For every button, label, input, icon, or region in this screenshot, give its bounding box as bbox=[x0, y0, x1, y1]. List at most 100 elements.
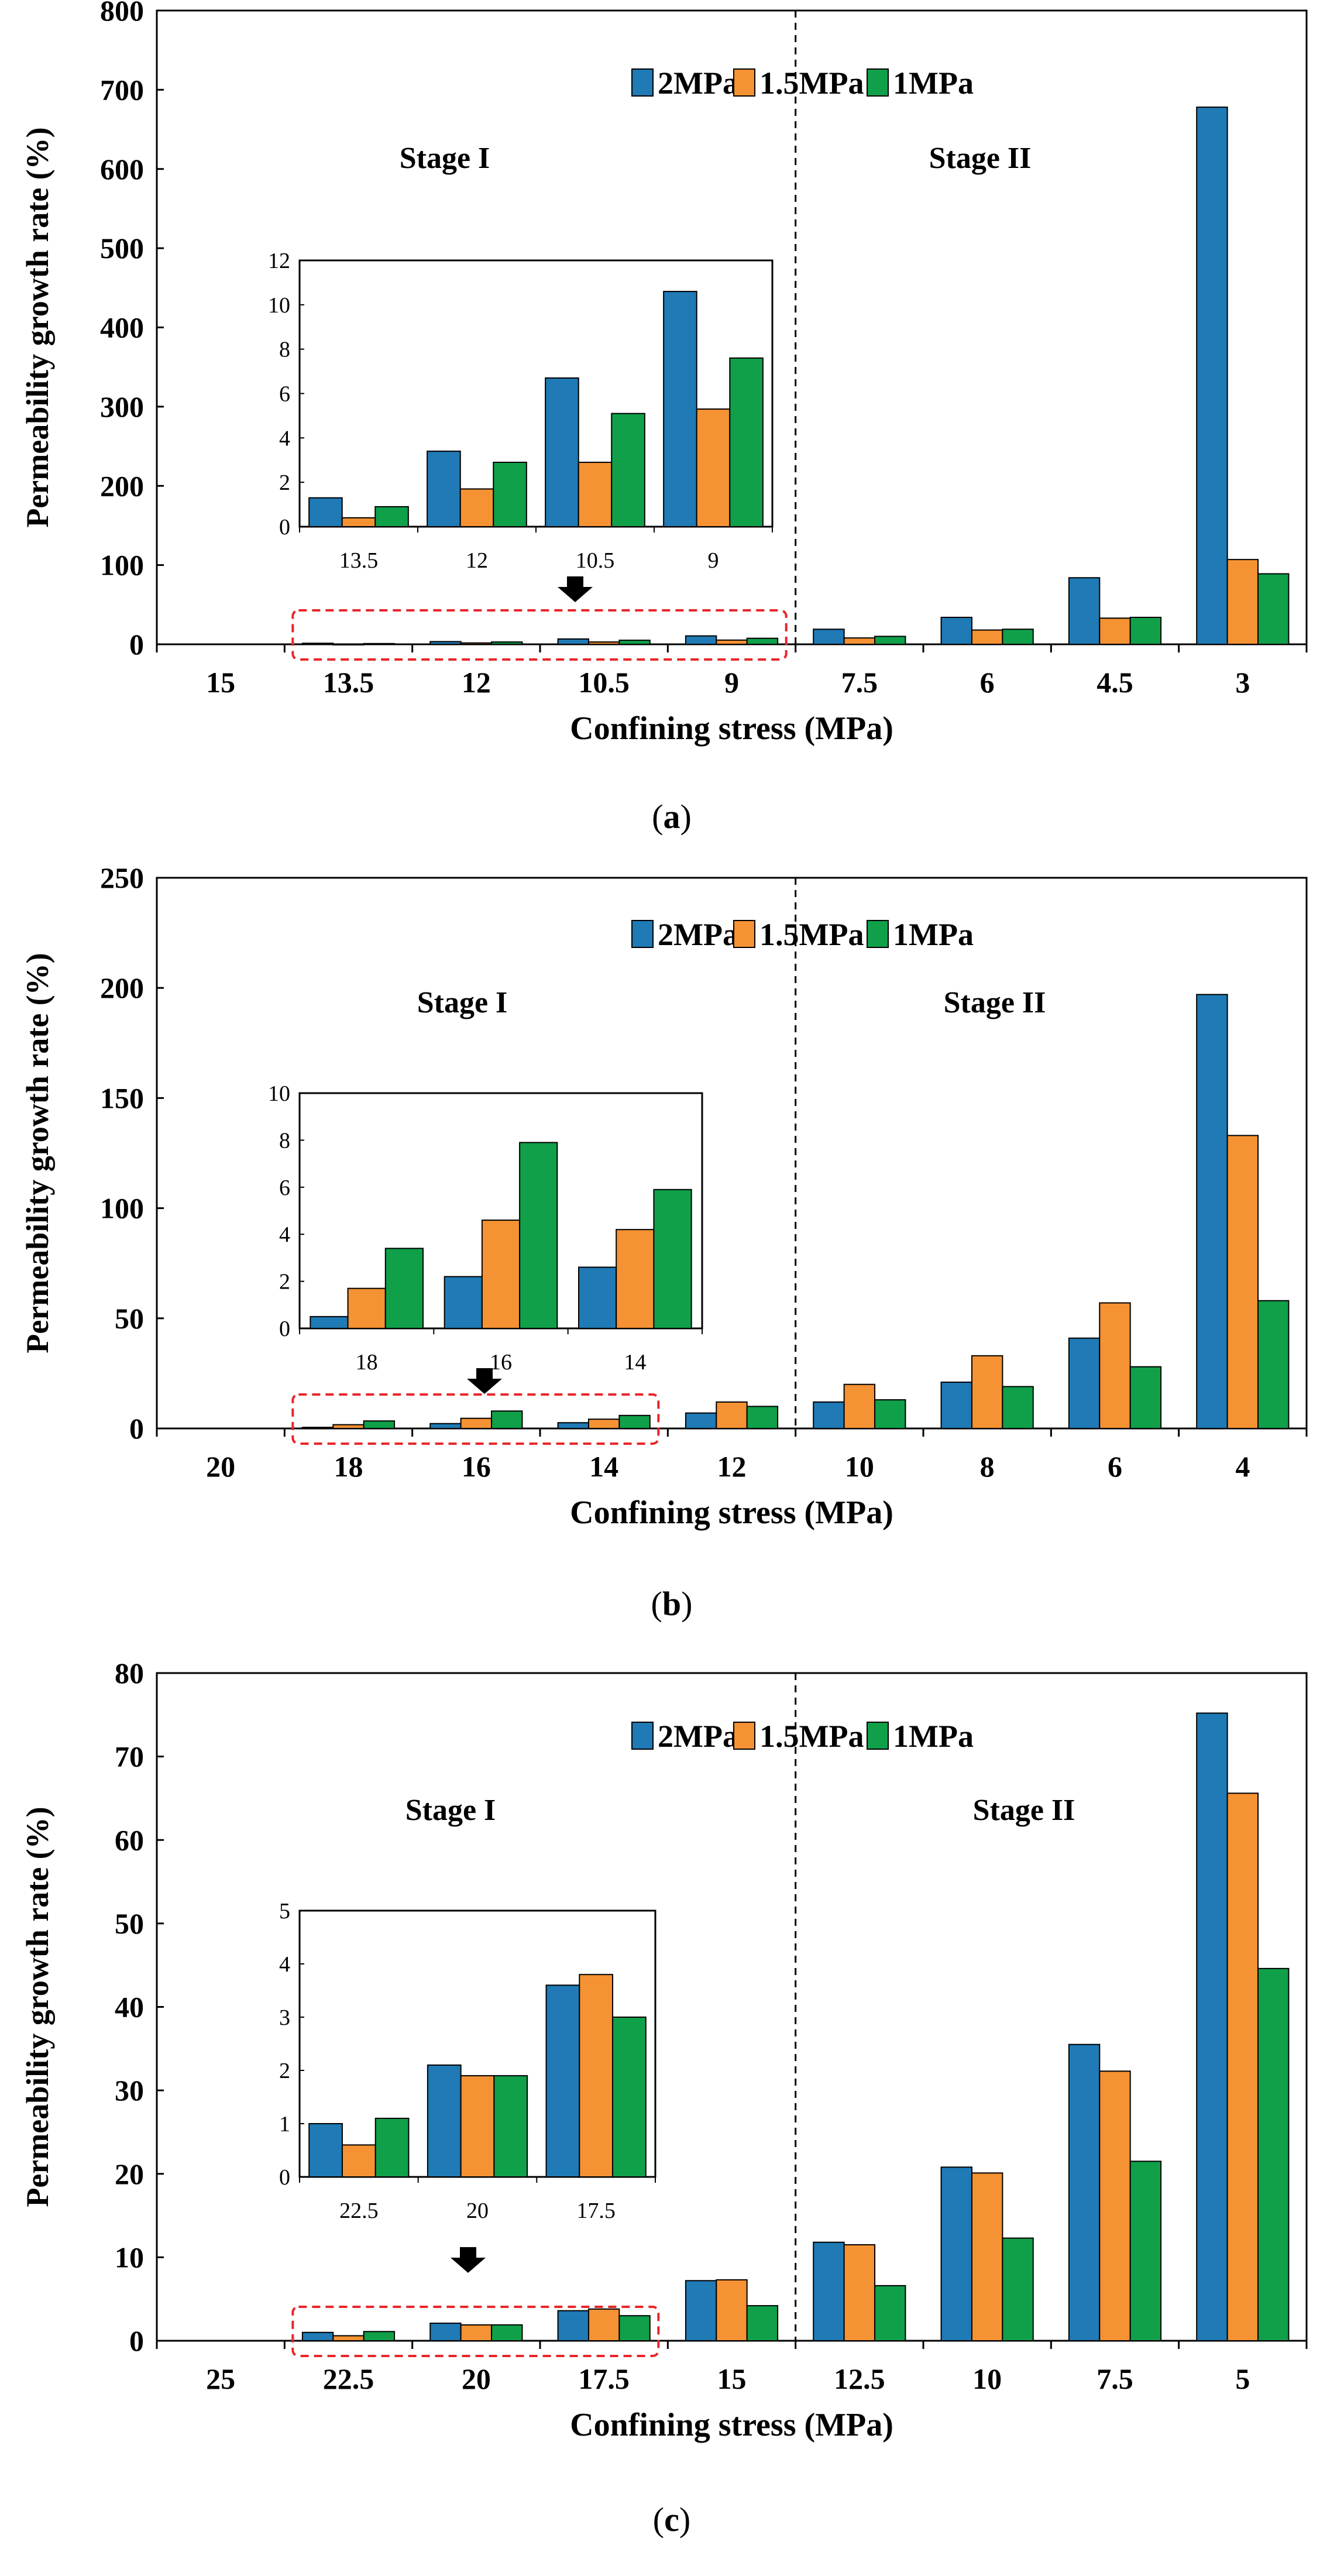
x-tick-label: 15 bbox=[717, 2362, 747, 2395]
x-tick-label: 17.5 bbox=[578, 2362, 630, 2395]
y-tick-label: 0 bbox=[129, 1412, 144, 1445]
legend-swatch bbox=[867, 920, 889, 948]
legend-swatch bbox=[631, 1722, 654, 1750]
bar bbox=[1002, 1386, 1034, 1429]
x-tick-label: 12 bbox=[462, 666, 491, 699]
inset-bar bbox=[612, 2017, 647, 2177]
stage-label: Stage II bbox=[929, 142, 1032, 175]
y-tick-label: 700 bbox=[100, 73, 144, 106]
inset-bar bbox=[579, 1974, 614, 2177]
inset-y-tick-label: 3 bbox=[279, 2005, 290, 2030]
y-tick-label: 0 bbox=[129, 628, 144, 661]
x-tick-label: 10 bbox=[972, 2362, 1002, 2395]
highlight-box bbox=[291, 2306, 660, 2357]
inset-bar bbox=[384, 1248, 424, 1330]
y-axis-title: Permeability growth rate (%) bbox=[20, 1806, 55, 2207]
y-tick-label: 500 bbox=[100, 232, 144, 265]
legend-label: 1MPa bbox=[893, 1719, 974, 1754]
bar bbox=[940, 616, 972, 645]
inset-chart: 0 2 4 6 8 10 18 16 14 bbox=[268, 1081, 703, 1375]
inset-bar bbox=[459, 488, 494, 528]
inset-y-tick-label: 2 bbox=[279, 1270, 290, 1294]
inset-x-tick-label: 20 bbox=[466, 2199, 489, 2223]
bar bbox=[874, 2285, 906, 2341]
y-tick-label: 40 bbox=[115, 1991, 144, 2024]
inset-chart: 0 1 2 3 4 5 22.5 20 17.5 bbox=[279, 1899, 656, 2223]
stage-label: Stage II bbox=[944, 986, 1046, 1019]
bar bbox=[1068, 1337, 1101, 1430]
stage-label: Stage I bbox=[400, 142, 490, 175]
bar bbox=[685, 2280, 717, 2342]
inset-bar bbox=[347, 1287, 386, 1329]
bar bbox=[332, 643, 365, 645]
inset-x-tick-label: 14 bbox=[624, 1350, 646, 1375]
bar bbox=[1226, 559, 1259, 645]
legend-swatch bbox=[631, 68, 654, 97]
bar bbox=[557, 638, 589, 645]
x-tick-label: 13.5 bbox=[323, 666, 374, 699]
bar bbox=[716, 1401, 748, 1430]
inset-bar bbox=[310, 1316, 349, 1329]
bar bbox=[1099, 1302, 1131, 1429]
stage-label: Stage I bbox=[405, 1794, 496, 1827]
bar bbox=[1196, 1712, 1228, 2341]
bar bbox=[971, 1355, 1003, 1430]
inset-x-tick-label: 17.5 bbox=[576, 2199, 616, 2223]
caption-paren: ) bbox=[680, 798, 692, 836]
inset-bar bbox=[578, 1266, 617, 1329]
bar bbox=[1099, 2070, 1131, 2342]
inset-bar bbox=[308, 497, 343, 527]
x-tick-label: 22.5 bbox=[323, 2362, 374, 2395]
inset-bar bbox=[611, 413, 645, 527]
y-axis-title: Permeability growth rate (%) bbox=[20, 127, 55, 527]
legend-swatch bbox=[867, 1722, 889, 1750]
bar bbox=[460, 642, 493, 645]
bar bbox=[813, 2241, 845, 2341]
inset-y-tick-label: 12 bbox=[268, 249, 290, 273]
y-tick-label: 150 bbox=[100, 1081, 144, 1114]
bar bbox=[813, 1401, 845, 1430]
inset-bar bbox=[616, 1229, 655, 1329]
x-tick-label: 25 bbox=[206, 2362, 235, 2395]
caption-letter: a bbox=[664, 798, 680, 836]
inset-y-tick-label: 10 bbox=[268, 293, 290, 318]
inset-x-tick-label: 22.5 bbox=[339, 2199, 379, 2223]
legend-label: 1.5MPa bbox=[759, 66, 864, 101]
x-tick-label: 9 bbox=[724, 666, 739, 699]
inset-bar bbox=[341, 517, 376, 527]
y-tick-label: 400 bbox=[100, 311, 144, 344]
y-tick-label: 70 bbox=[115, 1740, 144, 1773]
bar bbox=[460, 2324, 493, 2342]
legend-label: 2MPa bbox=[658, 1719, 738, 1754]
caption-paren: ( bbox=[651, 1585, 662, 1623]
x-tick-label: 16 bbox=[462, 1450, 491, 1483]
bar bbox=[685, 1412, 717, 1430]
x-tick-label: 5 bbox=[1235, 2362, 1250, 2395]
inset-x-tick-label: 18 bbox=[356, 1350, 378, 1375]
legend-swatch bbox=[733, 68, 755, 97]
y-tick-label: 50 bbox=[115, 1302, 144, 1335]
x-axis-title: Confining stress (MPa) bbox=[570, 2407, 893, 2443]
x-tick-label: 15 bbox=[206, 666, 235, 699]
bar bbox=[491, 641, 523, 645]
y-tick-label: 30 bbox=[115, 2074, 144, 2107]
arrow-down-icon bbox=[558, 576, 593, 602]
bar bbox=[429, 2323, 462, 2342]
bar bbox=[940, 1381, 972, 1430]
bar bbox=[874, 1399, 906, 1430]
legend-swatch bbox=[733, 1722, 755, 1750]
bar bbox=[618, 640, 651, 645]
inset-y-tick-label: 0 bbox=[279, 515, 290, 540]
inset-y-tick-label: 6 bbox=[279, 1176, 290, 1200]
x-tick-label: 18 bbox=[334, 1450, 363, 1483]
bar bbox=[363, 643, 396, 645]
inset-x-tick-label: 13.5 bbox=[339, 548, 379, 573]
bar bbox=[491, 1410, 523, 1430]
y-tick-label: 250 bbox=[100, 861, 144, 894]
inset-y-tick-label: 8 bbox=[279, 1128, 290, 1153]
bar bbox=[301, 1427, 334, 1429]
x-axis-title: Confining stress (MPa) bbox=[570, 1495, 893, 1531]
x-tick-label: 20 bbox=[462, 2362, 491, 2395]
